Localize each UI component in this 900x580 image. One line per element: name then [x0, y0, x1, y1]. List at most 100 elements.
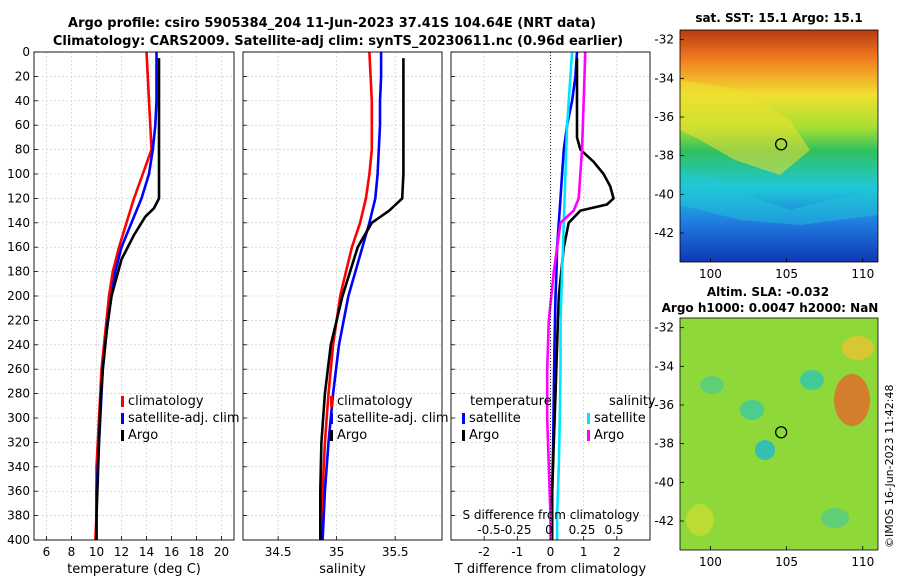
- sst-cool-intrusion: [680, 170, 878, 225]
- legend-swatch: [587, 413, 590, 424]
- map-x-tick-label: 100: [699, 555, 722, 569]
- sec-tick-label: -0.25: [500, 523, 531, 537]
- sec-tick-label: 0.5: [604, 523, 623, 537]
- legend-label: Argo: [594, 428, 624, 443]
- sst-map-title: sat. SST: 15.1 Argo: 15.1: [695, 11, 862, 25]
- y-tick-label: 320: [7, 435, 30, 449]
- sla-map: 100 105 110 -32 -34 -36 -38 -40 -42: [654, 317, 879, 569]
- y-tick-label: 200: [7, 289, 30, 303]
- map-x-tick-label: 105: [775, 267, 798, 281]
- sla-low-1: [800, 370, 824, 390]
- map-y-tick-label: -40: [654, 475, 674, 489]
- map-x-tick-label: 100: [699, 267, 722, 281]
- sla-low-2: [740, 400, 764, 420]
- panel-frame: [33, 51, 235, 541]
- difference-panel: -2 -1 0 1 2 T difference from climatology S di…: [450, 51, 656, 577]
- series-line-temperature-argo: [550, 58, 615, 540]
- diff-legend-sal-title: salinity: [609, 394, 656, 409]
- x-tick-label: 16: [164, 545, 179, 559]
- series-line-argo: [95, 58, 161, 540]
- y-tick-label: 140: [7, 216, 30, 230]
- x-tick-label: 10: [89, 545, 104, 559]
- y-tick-label: 400: [7, 533, 30, 547]
- legend-swatch: [462, 413, 465, 424]
- sla-low-4: [700, 376, 724, 394]
- y-tick-label: 340: [7, 460, 30, 474]
- diff-legend-temp-title: temperature: [470, 394, 552, 409]
- x-tick-label: 35.5: [382, 545, 409, 559]
- y-tick-label: 300: [7, 411, 30, 425]
- y-tick-label: 240: [7, 338, 30, 352]
- series-line-climatology: [320, 51, 374, 541]
- series-line-argo: [318, 58, 405, 540]
- map-y-tick-label: -32: [654, 33, 674, 47]
- sec-tick-label: 0: [545, 523, 553, 537]
- legend-swatch: [121, 413, 124, 424]
- imos-watermark: ©IMOS 16-Jun-2023 11:42:48: [883, 384, 896, 548]
- sst-map: 100 105 110 -32 -34 -36 -38 -40 -42: [654, 29, 879, 281]
- sla-map-title-line-2: Argo h1000: 0.0047 h2000: NaN: [662, 301, 879, 315]
- x-axis-label: salinity: [319, 562, 366, 577]
- x-tick-label: 12: [114, 545, 129, 559]
- y-tick-label: 180: [7, 265, 30, 279]
- sla-high-south: [686, 504, 714, 536]
- y-tick-label: 220: [7, 313, 30, 327]
- legend-swatch: [587, 430, 590, 441]
- sst-map-frame: [679, 29, 879, 263]
- y-tick-label: 40: [15, 94, 30, 108]
- map-y-tick-label: -40: [654, 187, 674, 201]
- legend-swatch: [121, 396, 124, 407]
- series-line-salinity-satellite: [555, 51, 574, 540]
- legend-swatch: [330, 413, 333, 424]
- y-tick-label: 80: [15, 143, 30, 157]
- legend-swatch: [462, 430, 465, 441]
- map-y-tick-label: -42: [654, 514, 674, 528]
- map-y-tick-label: -38: [654, 149, 674, 163]
- legend-swatch: [121, 430, 124, 441]
- sec-tick-label: -0.5: [477, 523, 500, 537]
- map-y-tick-label: -34: [654, 359, 674, 373]
- map-x-tick-label: 110: [851, 555, 874, 569]
- x-tick-label: 0: [547, 545, 555, 559]
- sla-high-east: [834, 374, 870, 426]
- sla-argo-float-marker: [774, 426, 788, 439]
- y-tick-label: 360: [7, 484, 30, 498]
- x-tick-label: 20: [214, 545, 229, 559]
- y-tick-label: 20: [15, 69, 30, 83]
- title-line-1: Argo profile: csiro 5905384_204 11-Jun-2…: [68, 16, 596, 31]
- x-tick-label: 8: [68, 545, 76, 559]
- y-tick-label: 100: [7, 167, 30, 181]
- x-tick-label: 34.5: [265, 545, 292, 559]
- legend-label: Argo: [337, 428, 367, 443]
- sst-warm-tongue: [680, 80, 810, 175]
- sec-axis-label: S difference from climatology: [463, 508, 640, 522]
- x-axis-label: T difference from climatology: [454, 562, 647, 577]
- title-line-2: Climatology: CARS2009. Satellite-adj cli…: [53, 34, 623, 49]
- y-tick-label: 280: [7, 387, 30, 401]
- y-tick-label: 120: [7, 191, 30, 205]
- legend-label: climatology: [337, 394, 413, 409]
- legend-swatch: [330, 396, 333, 407]
- legend-label: Argo: [469, 428, 499, 443]
- map-y-tick-label: -42: [654, 226, 674, 240]
- legend-swatch: [330, 430, 333, 441]
- map-y-tick-label: -32: [654, 321, 674, 335]
- map-y-tick-label: -36: [654, 110, 674, 124]
- legend-label: satellite-adj. clim: [337, 411, 449, 426]
- x-tick-label: 2: [613, 545, 621, 559]
- x-tick-label: -2: [478, 545, 490, 559]
- salinity-panel: 34.5 35 35.5 salinity climatology satellite-a…: [242, 51, 449, 577]
- y-tick-label: 60: [15, 118, 30, 132]
- legend-label: satellite: [594, 411, 646, 426]
- legend-label: satellite: [469, 411, 521, 426]
- x-tick-label: 1: [580, 545, 588, 559]
- sst-argo-float-marker: [774, 138, 788, 151]
- sla-low-3: [755, 440, 775, 460]
- y-tick-label: 380: [7, 509, 30, 523]
- sla-map-title-line-1: Altim. SLA: -0.032: [707, 285, 829, 299]
- x-axis-label: temperature (deg C): [67, 562, 201, 577]
- sla-low-5: [821, 508, 849, 528]
- sla-map-frame: [679, 317, 879, 551]
- legend-label: climatology: [128, 394, 204, 409]
- sla-high-north: [842, 336, 874, 360]
